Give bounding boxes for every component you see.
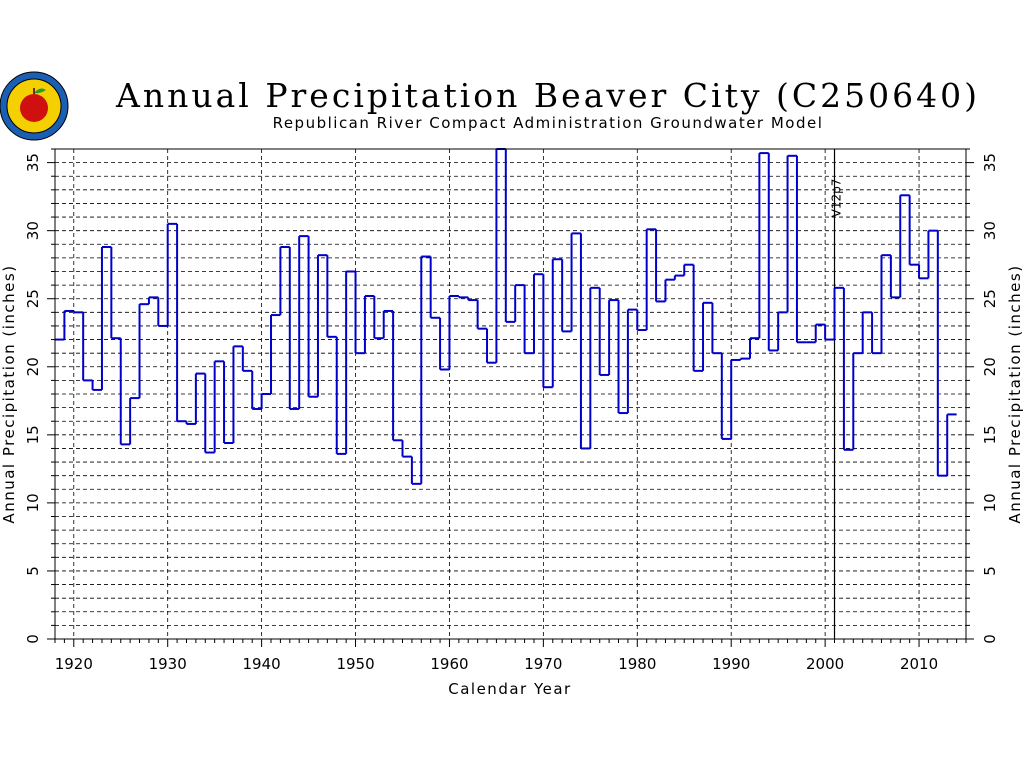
chart-title: Annual Precipitation Beaver City (C25064… bbox=[115, 76, 980, 115]
y-axis-label-right: Annual Precipitation (inches) bbox=[1006, 264, 1024, 523]
x-tick-label: 1940 bbox=[243, 655, 281, 673]
y-tick-label-left: 15 bbox=[24, 425, 42, 444]
x-tick-label: 1970 bbox=[524, 655, 562, 673]
y-tick-label-left: 35 bbox=[24, 153, 42, 172]
y-tick-label-left: 20 bbox=[24, 357, 42, 376]
y-tick-label-right: 20 bbox=[981, 357, 999, 376]
x-axis-label: Calendar Year bbox=[448, 680, 571, 698]
x-tick-label: 1990 bbox=[712, 655, 750, 673]
x-tick-label: 2010 bbox=[900, 655, 938, 673]
x-tick-label: 2000 bbox=[806, 655, 844, 673]
y-tick-label-left: 0 bbox=[24, 634, 42, 644]
x-tick-label: 1950 bbox=[336, 655, 374, 673]
y-tick-label-left: 25 bbox=[24, 289, 42, 308]
x-tick-label: 1980 bbox=[618, 655, 656, 673]
series-group bbox=[55, 148, 957, 485]
y-tick-label-right: 10 bbox=[981, 493, 999, 512]
annotation-label: V12p7 bbox=[830, 179, 844, 218]
y-tick-label-left: 30 bbox=[24, 221, 42, 240]
y-tick-label-right: 35 bbox=[981, 153, 999, 172]
x-tick-label: 1960 bbox=[430, 655, 468, 673]
chart-subtitle: Republican River Compact Administration … bbox=[273, 114, 824, 132]
rrca-seal-logo bbox=[0, 71, 69, 141]
plot-frame bbox=[54, 148, 967, 640]
y-tick-label-right: 30 bbox=[981, 221, 999, 240]
annotation: V12p7 bbox=[830, 149, 844, 639]
y-tick-label-right: 5 bbox=[981, 566, 999, 576]
y-tick-label-right: 15 bbox=[981, 425, 999, 444]
grid-lines bbox=[55, 148, 966, 639]
axis-ticks: 1920 1930 1940 1950 1960 1970 1980 1990 2000 2010… bbox=[24, 148, 999, 673]
x-tick-label: 1920 bbox=[55, 655, 93, 673]
y-axis-label-left: Annual Precipitation (inches) bbox=[0, 264, 18, 523]
y-tick-label-right: 25 bbox=[981, 289, 999, 308]
y-tick-label-left: 5 bbox=[24, 566, 42, 576]
x-tick-label: 1930 bbox=[149, 655, 187, 673]
y-tick-label-left: 10 bbox=[24, 493, 42, 512]
y-tick-label-right: 0 bbox=[981, 634, 999, 644]
